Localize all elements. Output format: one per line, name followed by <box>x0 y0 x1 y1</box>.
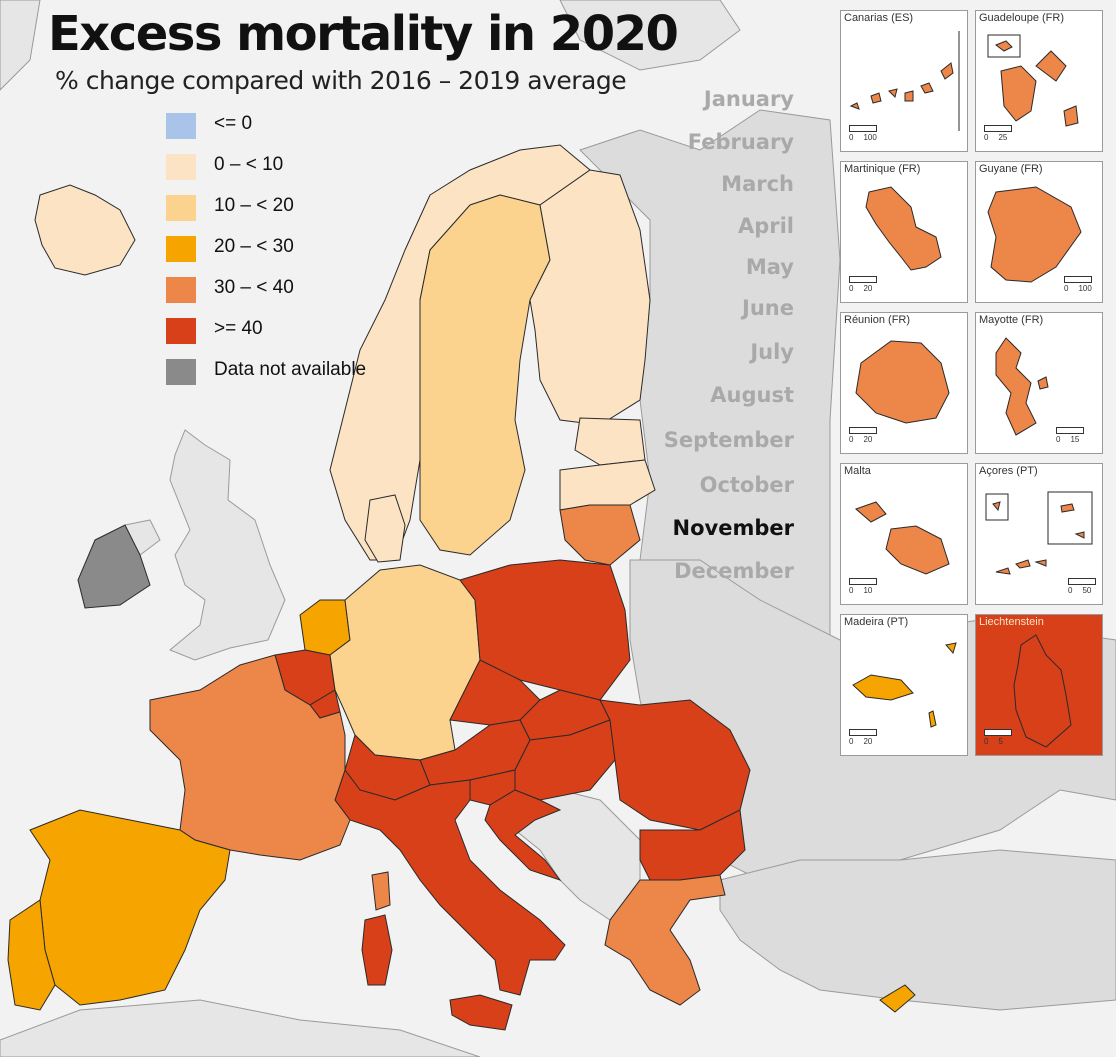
countries <box>7 144 916 1031</box>
region-sicily[interactable] <box>449 994 513 1031</box>
inset-reunion: Réunion (FR) 0 20 <box>840 312 968 454</box>
legend-label: >= 40 <box>214 318 263 339</box>
inset-map <box>987 34 1079 127</box>
region-cyprus[interactable] <box>879 984 916 1013</box>
legend-swatch <box>166 154 196 180</box>
inset-title: Liechtenstein <box>979 616 1044 628</box>
inset-guyane: Guyane (FR) 0 100 <box>975 161 1103 303</box>
inset-madeira: Madeira (PT) 0 20 <box>840 614 968 756</box>
legend-swatch <box>166 113 196 139</box>
map-subtitle: % change compared with 2016 – 2019 avera… <box>55 66 627 95</box>
inset-map <box>995 337 1049 436</box>
inset-map <box>985 491 1093 575</box>
legend-swatch <box>166 359 196 385</box>
inset-title: Réunion (FR) <box>844 314 911 326</box>
region-sardinia[interactable] <box>361 914 393 986</box>
region-italy[interactable] <box>334 768 566 996</box>
inset-title: Malta <box>844 465 871 477</box>
inset-mayotte: Mayotte (FR) 0 15 <box>975 312 1103 454</box>
legend-label: 0 – < 10 <box>214 154 284 175</box>
month-may[interactable]: May <box>745 255 794 279</box>
month-february[interactable]: February <box>687 130 794 154</box>
inset-map <box>849 31 960 131</box>
legend-swatch <box>166 195 196 221</box>
legend-swatch <box>166 277 196 303</box>
legend-label: 10 – < 20 <box>214 195 294 216</box>
inset-map <box>855 501 950 575</box>
turkey-land <box>719 849 1116 1011</box>
legend-swatch <box>166 318 196 344</box>
inset-martinique: Martinique (FR) 0 20 <box>840 161 968 303</box>
inset-title: Madeira (PT) <box>844 616 909 628</box>
legend-item-le0: <= 0 <box>166 110 426 139</box>
inset-title: Guyane (FR) <box>979 163 1043 175</box>
inset-title: Martinique (FR) <box>844 163 921 175</box>
month-january[interactable]: January <box>703 87 794 111</box>
month-march[interactable]: March <box>721 172 794 196</box>
month-october[interactable]: October <box>699 473 794 497</box>
map-title: Excess mortality in 2020 <box>48 6 679 62</box>
inset-title: Canarias (ES) <box>844 12 914 24</box>
region-ireland[interactable] <box>77 524 151 609</box>
region-sweden[interactable] <box>419 194 551 556</box>
legend-item-20-30: 20 – < 30 <box>166 233 426 262</box>
inset-acores: Açores (PT) 0 50 <box>975 463 1103 605</box>
legend-swatch <box>166 236 196 262</box>
region-denmark[interactable] <box>364 494 406 563</box>
inset-title: Açores (PT) <box>979 465 1038 477</box>
region-germany[interactable] <box>329 564 481 761</box>
region-finland[interactable] <box>529 169 651 426</box>
greenland-edge <box>0 0 41 91</box>
inset-map <box>1013 634 1072 748</box>
inset-malta: Malta 0 10 <box>840 463 968 605</box>
inset-map <box>987 186 1082 283</box>
legend-item-na: Data not available <box>166 356 426 385</box>
inset-map <box>855 340 950 424</box>
inset-map <box>852 642 957 728</box>
region-france[interactable] <box>149 654 351 861</box>
legend-label: 20 – < 30 <box>214 236 294 257</box>
legend-item-ge40: >= 40 <box>166 315 426 344</box>
inset-title: Guadeloupe (FR) <box>979 12 1064 24</box>
inset-title: Mayotte (FR) <box>979 314 1044 326</box>
region-greece[interactable] <box>604 874 726 1006</box>
region-croatia[interactable] <box>484 789 562 881</box>
legend-item-10-20: 10 – < 20 <box>166 192 426 221</box>
svalbard-coast <box>559 0 741 71</box>
legend-item-30-40: 30 – < 40 <box>166 274 426 303</box>
uk-great-britain <box>169 429 286 661</box>
month-april[interactable]: April <box>737 214 794 238</box>
legend-item-0-10: 0 – < 10 <box>166 151 426 180</box>
month-november[interactable]: November <box>672 516 794 540</box>
region-portugal[interactable] <box>7 899 56 1011</box>
region-estonia[interactable] <box>574 417 646 466</box>
month-july[interactable]: July <box>750 340 794 364</box>
month-june[interactable]: June <box>742 296 794 320</box>
north-africa <box>0 999 481 1057</box>
month-august[interactable]: August <box>710 383 794 407</box>
region-poland[interactable] <box>459 559 631 701</box>
inset-guadeloupe: Guadeloupe (FR) 0 25 <box>975 10 1103 152</box>
region-latvia[interactable] <box>559 459 656 511</box>
region-iceland[interactable] <box>34 184 136 276</box>
legend-label: 30 – < 40 <box>214 277 294 298</box>
inset-canarias: Canarias (ES) 0 100 <box>840 10 968 152</box>
inset-map <box>865 186 942 271</box>
month-september[interactable]: September <box>663 428 794 452</box>
region-lithuania[interactable] <box>559 504 641 566</box>
region-corsica[interactable] <box>371 871 391 911</box>
month-december[interactable]: December <box>674 559 794 583</box>
legend-label: Data not available <box>214 359 367 380</box>
legend-label: <= 0 <box>214 113 253 134</box>
